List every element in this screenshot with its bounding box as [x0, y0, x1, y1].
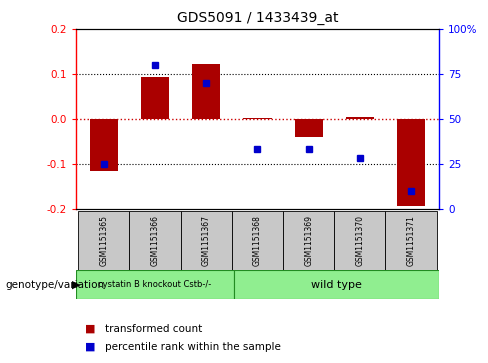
Text: GSM1151371: GSM1151371: [407, 215, 416, 266]
Text: ■: ■: [85, 342, 96, 352]
Bar: [397, 119, 425, 207]
Bar: [386, 211, 437, 270]
Title: GDS5091 / 1433439_at: GDS5091 / 1433439_at: [177, 11, 338, 25]
Bar: [334, 211, 386, 270]
Text: GSM1151367: GSM1151367: [202, 215, 211, 266]
Bar: [283, 211, 334, 270]
Bar: [78, 211, 129, 270]
Text: percentile rank within the sample: percentile rank within the sample: [105, 342, 281, 352]
Bar: [181, 211, 232, 270]
Text: ▶: ▶: [72, 280, 81, 290]
Text: ■: ■: [85, 323, 96, 334]
Text: GSM1151365: GSM1151365: [99, 215, 108, 266]
Bar: [76, 270, 234, 299]
Bar: [90, 119, 118, 171]
Text: wild type: wild type: [311, 280, 362, 290]
Text: GSM1151369: GSM1151369: [304, 215, 313, 266]
Bar: [129, 211, 181, 270]
Text: cystatin B knockout Cstb-/-: cystatin B knockout Cstb-/-: [99, 281, 212, 289]
Text: GSM1151370: GSM1151370: [355, 215, 365, 266]
Bar: [346, 117, 374, 119]
Bar: [234, 270, 439, 299]
Bar: [192, 64, 220, 119]
Bar: [232, 211, 283, 270]
Text: GSM1151366: GSM1151366: [150, 215, 160, 266]
Bar: [141, 77, 169, 119]
Text: transformed count: transformed count: [105, 323, 202, 334]
Text: genotype/variation: genotype/variation: [5, 280, 104, 290]
Bar: [295, 119, 323, 137]
Text: GSM1151368: GSM1151368: [253, 215, 262, 266]
Bar: [244, 118, 271, 119]
